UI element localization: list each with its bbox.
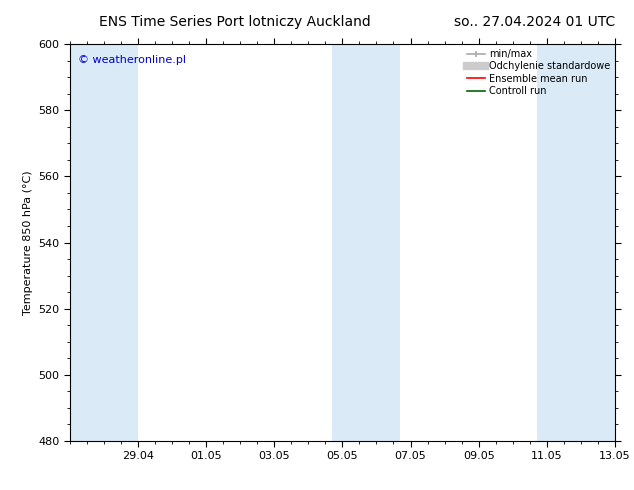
Text: so.. 27.04.2024 01 UTC: so.. 27.04.2024 01 UTC	[454, 15, 615, 29]
Text: © weatheronline.pl: © weatheronline.pl	[78, 55, 186, 65]
Legend: min/max, Odchylenie standardowe, Ensemble mean run, Controll run: min/max, Odchylenie standardowe, Ensembl…	[465, 47, 612, 98]
Bar	[70, 44, 94, 441]
Bar	[332, 44, 366, 441]
Text: ENS Time Series Port lotniczy Auckland: ENS Time Series Port lotniczy Auckland	[99, 15, 370, 29]
Bar	[366, 44, 400, 441]
Bar	[94, 44, 138, 441]
Bar	[536, 44, 571, 441]
Y-axis label: Temperature 850 hPa (°C): Temperature 850 hPa (°C)	[23, 170, 32, 315]
Bar	[571, 44, 615, 441]
